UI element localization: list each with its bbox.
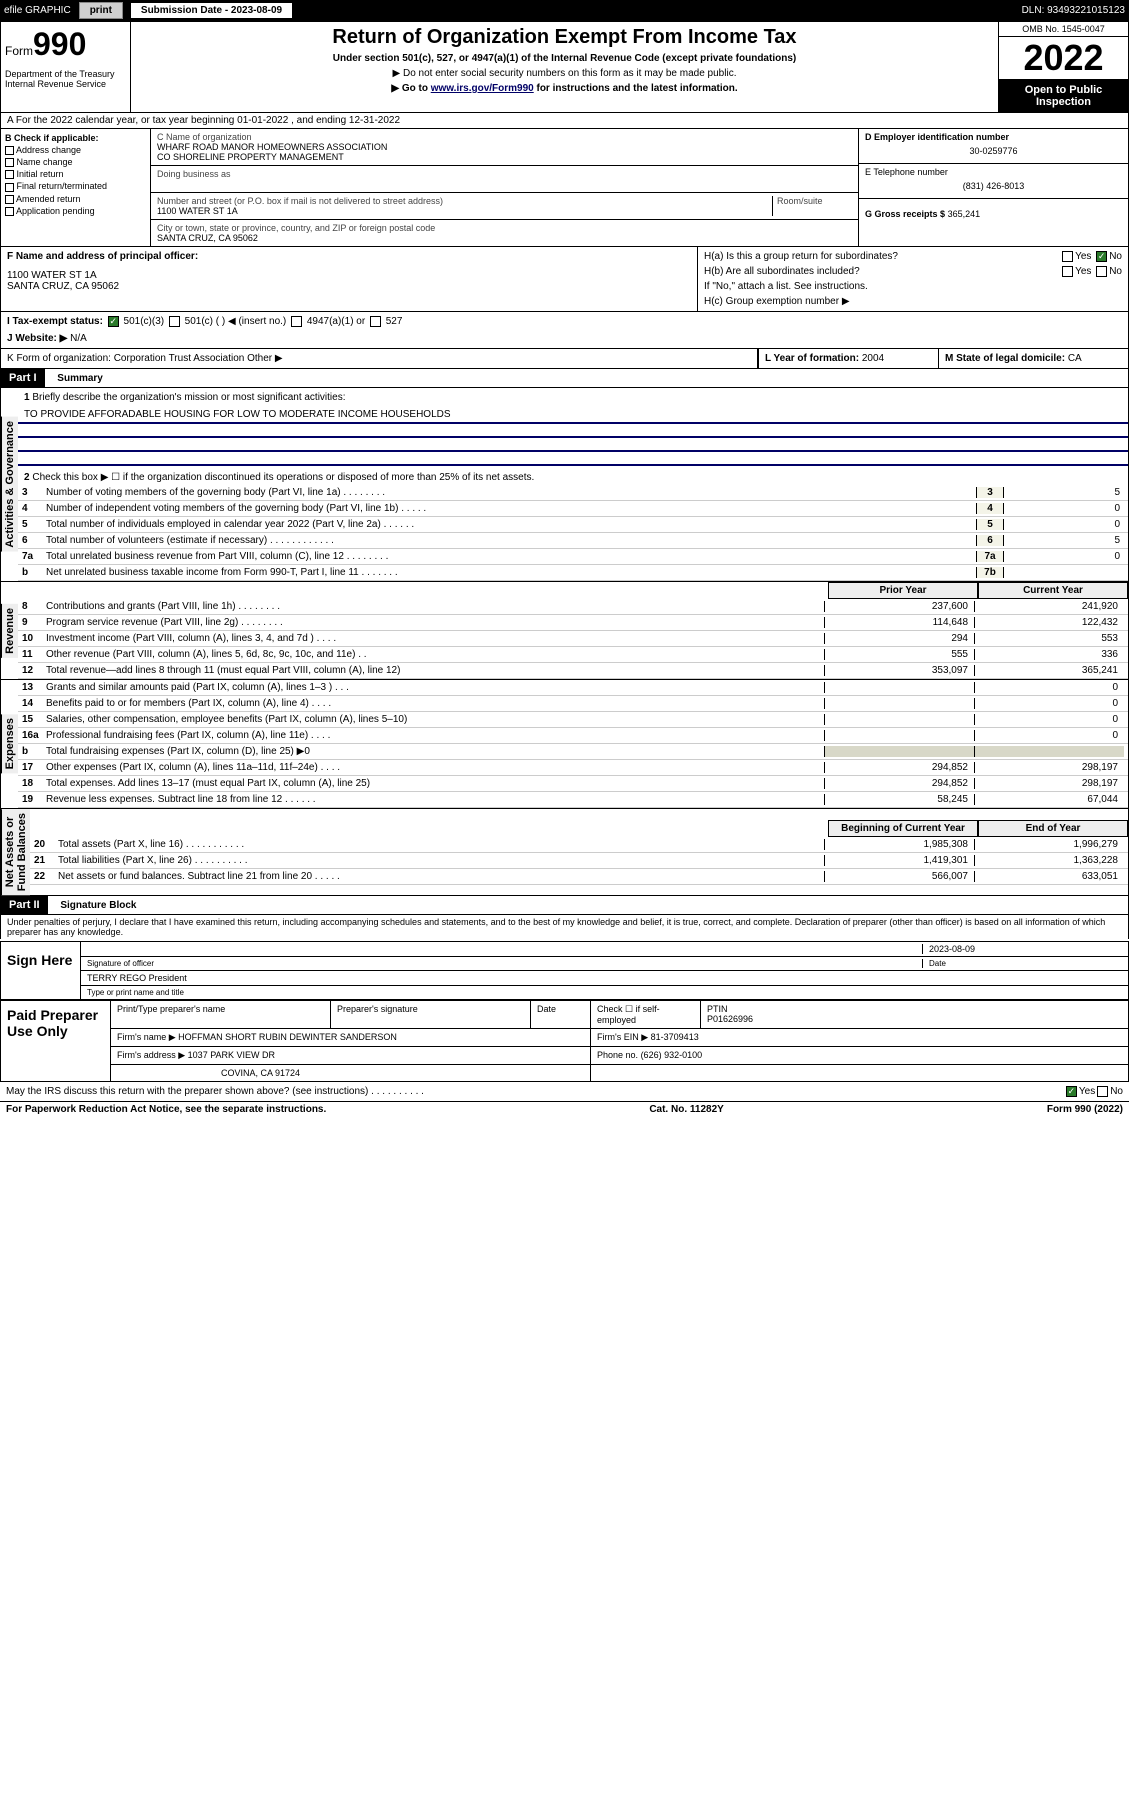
summary-line: 16aProfessional fundraising fees (Part I…: [18, 728, 1128, 744]
summary-line: 21Total liabilities (Part X, line 26) . …: [30, 853, 1128, 869]
perjury-statement: Under penalties of perjury, I declare th…: [0, 915, 1129, 939]
summary-line: bTotal fundraising expenses (Part IX, co…: [18, 744, 1128, 760]
summary-net-assets: Net Assets or Fund Balances Beginning of…: [0, 809, 1129, 896]
tax-year: 2022: [999, 37, 1128, 80]
omb-number: OMB No. 1545-0047: [999, 22, 1128, 37]
efile-label: efile GRAPHIC: [4, 5, 71, 16]
summary-line: 3Number of voting members of the governi…: [18, 485, 1128, 501]
summary-line: 6Total number of volunteers (estimate if…: [18, 533, 1128, 549]
summary-expenses: Expenses 13Grants and similar amounts pa…: [0, 680, 1129, 809]
section-k-l-m: K Form of organization: Corporation Trus…: [0, 349, 1129, 369]
form-number: Form990: [5, 26, 126, 63]
summary-line: 15Salaries, other compensation, employee…: [18, 712, 1128, 728]
part-2-header: Part II: [1, 896, 48, 914]
footer: For Paperwork Reduction Act Notice, see …: [0, 1102, 1129, 1117]
form-subtitle: Under section 501(c), 527, or 4947(a)(1)…: [135, 53, 994, 64]
summary-line: bNet unrelated business taxable income f…: [18, 565, 1128, 581]
firm-name: HOFFMAN SHORT RUBIN DEWINTER SANDERSON: [178, 1032, 397, 1042]
website: N/A: [70, 333, 87, 344]
summary-line: 22Net assets or fund balances. Subtract …: [30, 869, 1128, 885]
top-bar: efile GRAPHIC print Submission Date - 20…: [0, 0, 1129, 21]
summary-line: 14Benefits paid to or for members (Part …: [18, 696, 1128, 712]
form-title: Return of Organization Exempt From Incom…: [135, 26, 994, 49]
instructions-link-row: ▶ Go to www.irs.gov/Form990 for instruct…: [135, 83, 994, 94]
summary-line: 5Total number of individuals employed in…: [18, 517, 1128, 533]
summary-line: 18Total expenses. Add lines 13–17 (must …: [18, 776, 1128, 792]
summary-line: 11Other revenue (Part VIII, column (A), …: [18, 647, 1128, 663]
summary-line: 19Revenue less expenses. Subtract line 1…: [18, 792, 1128, 808]
city-state-zip: SANTA CRUZ, CA 95062: [157, 233, 852, 243]
section-i-j: I Tax-exempt status: ✓ 501(c)(3) 501(c) …: [0, 312, 1129, 349]
dept-label: Department of the Treasury Internal Reve…: [5, 69, 126, 89]
summary-governance: Activities & Governance 1 Briefly descri…: [0, 388, 1129, 582]
street-address: 1100 WATER ST 1A: [157, 206, 772, 216]
submission-date: Submission Date - 2023-08-09: [131, 3, 292, 18]
part-1-header: Part I: [1, 369, 45, 387]
print-button[interactable]: print: [79, 2, 123, 19]
summary-line: 17Other expenses (Part IX, column (A), l…: [18, 760, 1128, 776]
section-b-to-g: B Check if applicable: Address change Na…: [0, 129, 1129, 247]
firm-phone: (626) 932-0100: [641, 1050, 703, 1060]
col-c-org-info: C Name of organization WHARF ROAD MANOR …: [151, 129, 858, 246]
form-header: Form990 Department of the Treasury Inter…: [0, 21, 1129, 113]
ein-value: 30-0259776: [865, 142, 1122, 160]
part-1-title: Summary: [47, 373, 103, 384]
dln-label: DLN: 93493221015123: [1022, 5, 1125, 16]
firm-ein: 81-3709413: [651, 1032, 699, 1042]
discuss-row: May the IRS discuss this return with the…: [0, 1082, 1129, 1102]
telephone: (831) 426-8013: [865, 177, 1122, 195]
irs-link[interactable]: www.irs.gov/Form990: [431, 83, 534, 94]
summary-line: 20Total assets (Part X, line 16) . . . .…: [30, 837, 1128, 853]
summary-line: 10Investment income (Part VIII, column (…: [18, 631, 1128, 647]
public-inspection: Open to Public Inspection: [999, 80, 1128, 112]
col-d-e-g: D Employer identification number30-02597…: [858, 129, 1128, 246]
summary-line: 7aTotal unrelated business revenue from …: [18, 549, 1128, 565]
summary-line: 13Grants and similar amounts paid (Part …: [18, 680, 1128, 696]
paid-preparer: Paid Preparer Use Only Print/Type prepar…: [0, 1001, 1129, 1082]
sig-date: 2023-08-09: [922, 944, 1122, 954]
officer-address: 1100 WATER ST 1A SANTA CRUZ, CA 95062: [7, 270, 691, 292]
summary-revenue: Revenue Prior YearCurrent Year 8Contribu…: [0, 582, 1129, 680]
signature-block: Sign Here 2023-08-09 Signature of office…: [0, 941, 1129, 1001]
part-2-title: Signature Block: [50, 900, 136, 911]
summary-line: 4Number of independent voting members of…: [18, 501, 1128, 517]
section-f-h: F Name and address of principal officer:…: [0, 247, 1129, 312]
summary-line: 8Contributions and grants (Part VIII, li…: [18, 599, 1128, 615]
ssn-warning: ▶ Do not enter social security numbers o…: [135, 68, 994, 79]
org-name: WHARF ROAD MANOR HOMEOWNERS ASSOCIATION …: [157, 142, 852, 162]
mission-text: TO PROVIDE AFFORADABLE HOUSING FOR LOW T…: [18, 407, 1128, 424]
summary-line: 9Program service revenue (Part VIII, lin…: [18, 615, 1128, 631]
summary-line: 12Total revenue—add lines 8 through 11 (…: [18, 663, 1128, 679]
ptin: P01626996: [707, 1014, 1122, 1024]
firm-address: 1037 PARK VIEW DR: [188, 1050, 275, 1060]
row-a-period: A For the 2022 calendar year, or tax yea…: [0, 113, 1129, 129]
col-b-checkboxes: B Check if applicable: Address change Na…: [1, 129, 151, 246]
gross-receipts: 365,241: [948, 209, 981, 219]
officer-name: TERRY REGO President: [87, 973, 1122, 983]
